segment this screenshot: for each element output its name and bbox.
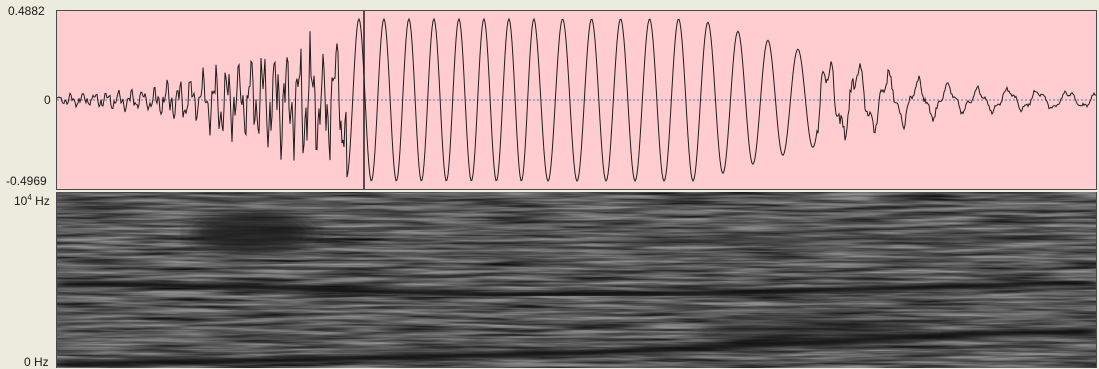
spectrogram-dark-region (697, 318, 937, 346)
spectrogram-dark-blob (192, 214, 312, 254)
freq-top-exponent: 4 (27, 193, 32, 202)
spectrogram-canvas (57, 192, 1096, 368)
waveform-ymin-label: -0.4969 (6, 174, 47, 188)
waveform-trace (57, 17, 1096, 183)
spectrogram-freq-top-label: 104 Hz (14, 193, 50, 208)
spectrogram-formant-band-upper (576, 233, 1096, 245)
spectrogram-dark-streaks (57, 192, 1096, 368)
waveform-ymax-label: 0.4882 (8, 4, 45, 18)
spectrogram-formant-band (57, 279, 1096, 298)
spectrogram-fundamental-band (57, 328, 1096, 368)
waveform-yzero-label: 0 (44, 93, 51, 107)
waveform-panel[interactable] (56, 10, 1097, 190)
freq-top-unit: Hz (31, 194, 50, 208)
spectrogram-panel[interactable] (56, 192, 1097, 368)
waveform-canvas[interactable] (57, 11, 1096, 189)
freq-top-base: 10 (14, 194, 28, 208)
spectrogram-freq-bottom-label: 0 Hz (24, 355, 49, 369)
